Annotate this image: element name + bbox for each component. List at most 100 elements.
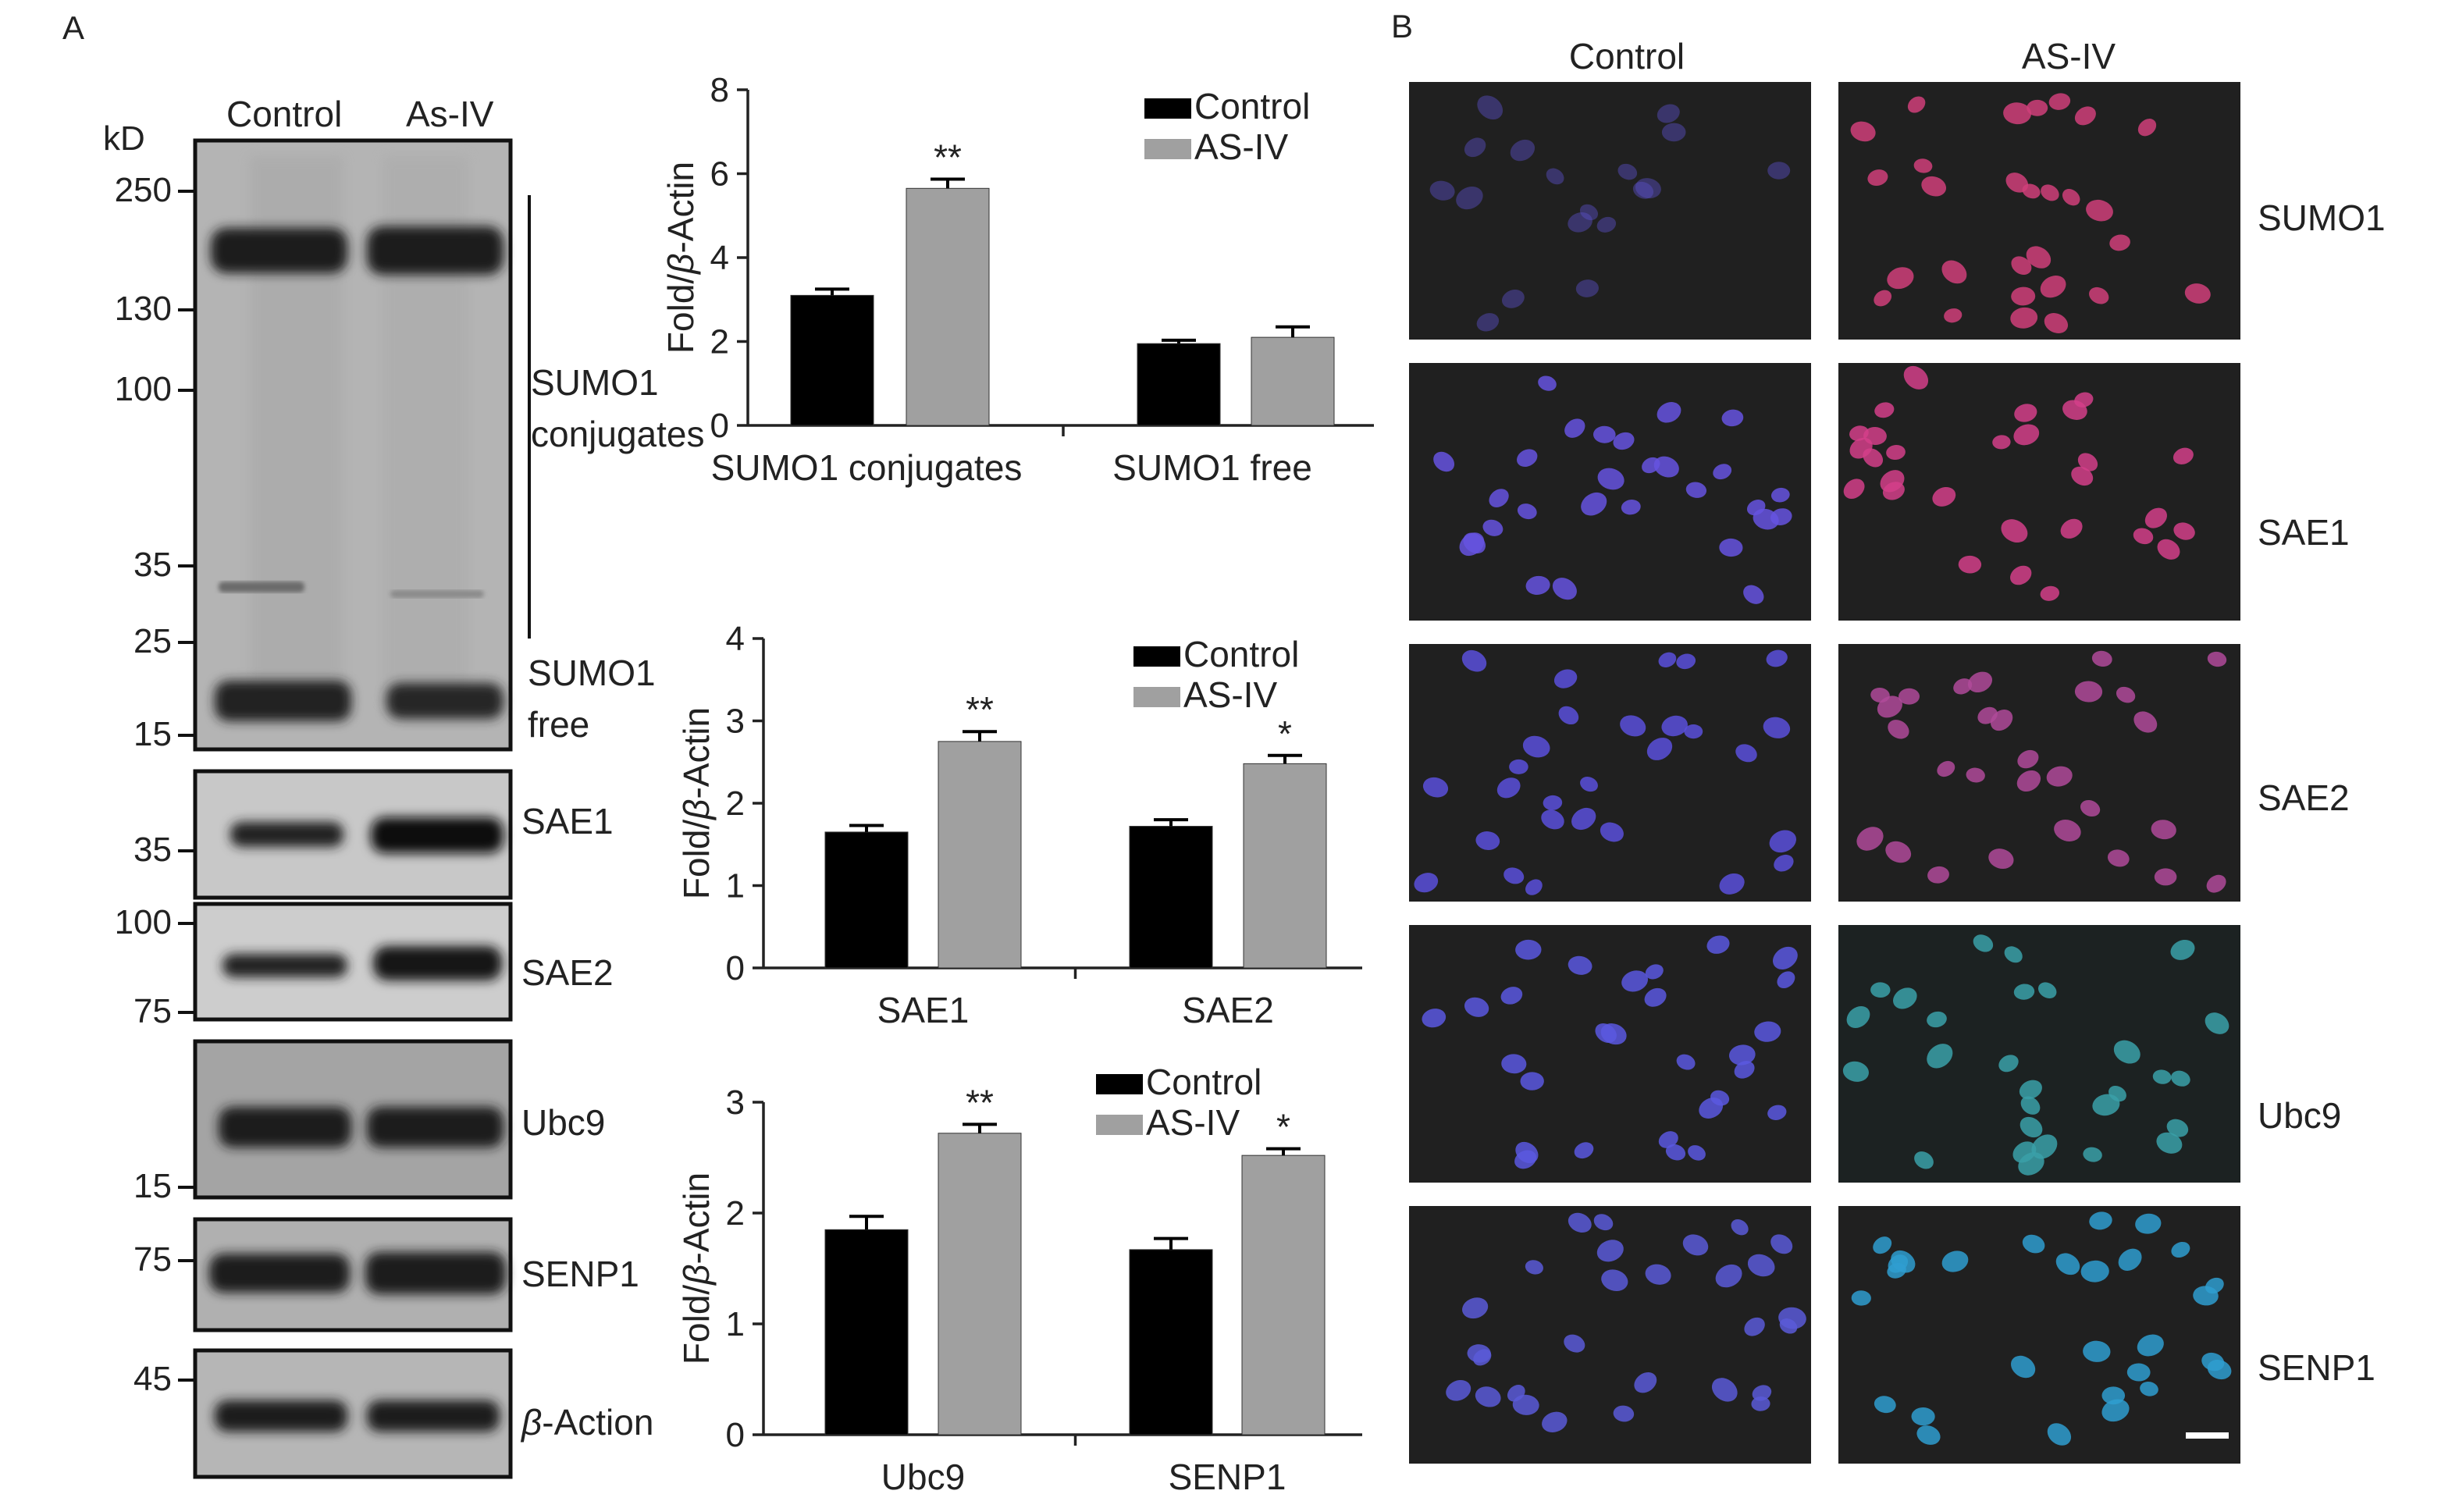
cell-nucleus bbox=[2011, 286, 2036, 306]
legend-label: AS-IV bbox=[1183, 674, 1277, 715]
cell-nucleus bbox=[1433, 451, 1455, 472]
cell-nucleus bbox=[1510, 139, 1536, 162]
bar bbox=[906, 187, 990, 426]
cell-nucleus bbox=[1658, 1131, 1678, 1148]
cell-nucleus bbox=[1932, 486, 1956, 507]
legend-swatch bbox=[1096, 1115, 1143, 1135]
cell-nucleus bbox=[1863, 426, 1887, 446]
cell-nucleus bbox=[1699, 1098, 1724, 1119]
cell-nucleus bbox=[1568, 1212, 1592, 1233]
cell-nucleus bbox=[1921, 176, 1947, 197]
cell-nucleus bbox=[1870, 982, 1891, 998]
cell-nucleus bbox=[1850, 121, 1876, 142]
significance-mark: * bbox=[1276, 1107, 1290, 1147]
legend-swatch bbox=[1144, 98, 1191, 119]
cell-nucleus bbox=[1517, 503, 1537, 520]
cell-nucleus bbox=[1601, 1269, 1628, 1291]
cell-nucleus bbox=[1515, 939, 1542, 960]
cell-nucleus bbox=[2016, 770, 2041, 792]
cell-nucleus bbox=[1525, 879, 1543, 895]
cell-nucleus bbox=[1966, 767, 1985, 783]
micrograph-grid bbox=[1409, 82, 2240, 1464]
cell-nucleus bbox=[1422, 1009, 1447, 1028]
micrograph-background bbox=[1409, 82, 1811, 340]
cell-nucleus bbox=[2135, 1213, 2162, 1234]
cell-nucleus bbox=[1973, 934, 1994, 952]
x-category-label: SENP1 bbox=[1169, 1457, 1286, 1497]
cell-nucleus bbox=[1600, 822, 1624, 842]
cell-nucleus bbox=[2170, 939, 2195, 960]
x-category-label: SAE1 bbox=[877, 990, 970, 1030]
cell-nucleus bbox=[2010, 307, 2038, 329]
cell-nucleus bbox=[1500, 987, 1523, 1005]
cell-nucleus bbox=[2101, 1386, 2126, 1405]
cell-nucleus bbox=[2080, 799, 2101, 817]
y-tick-label: 2 bbox=[710, 323, 729, 361]
cell-nucleus bbox=[1446, 1379, 1471, 1401]
y-tick-label: 3 bbox=[726, 1083, 745, 1122]
cell-nucleus bbox=[1462, 1297, 1489, 1319]
significance-mark: ** bbox=[966, 689, 994, 730]
cell-nucleus bbox=[1685, 482, 1707, 498]
bar bbox=[824, 831, 909, 969]
cell-nucleus bbox=[2011, 256, 2032, 275]
cell-nucleus bbox=[1568, 955, 1592, 975]
cell-nucleus bbox=[1579, 204, 1599, 221]
cell-nucleus bbox=[1542, 1411, 1568, 1432]
cell-nucleus bbox=[2193, 1286, 2219, 1306]
cell-nucleus bbox=[1525, 1260, 1543, 1275]
micrograph-background bbox=[1838, 363, 2240, 621]
cell-nucleus bbox=[2037, 982, 2057, 999]
y-axis-label: Fold/β-Actin bbox=[676, 707, 717, 899]
cell-nucleus bbox=[1475, 1386, 1501, 1407]
cell-nucleus bbox=[2010, 565, 2032, 585]
cell-nucleus bbox=[1553, 669, 1578, 688]
mw-ticks bbox=[178, 190, 195, 1382]
cell-nucleus bbox=[2083, 1340, 2111, 1362]
micrograph-panel bbox=[1838, 925, 2240, 1183]
cell-nucleus bbox=[1501, 290, 1525, 308]
micrograph-background bbox=[1838, 82, 2240, 340]
y-tick-label: 0 bbox=[710, 407, 729, 445]
cell-nucleus bbox=[1477, 95, 1504, 120]
cell-nucleus bbox=[1657, 402, 1681, 423]
cell-nucleus bbox=[2046, 766, 2073, 787]
cell-nucleus bbox=[1504, 867, 1525, 884]
kd-label: kD bbox=[103, 119, 145, 158]
mw-marker: 35 bbox=[133, 546, 172, 584]
cell-nucleus bbox=[1574, 1142, 1594, 1159]
cell-nucleus bbox=[1877, 696, 1902, 718]
cell-nucleus bbox=[1731, 1219, 1749, 1236]
lane-label-asiv: As-IV bbox=[406, 94, 494, 134]
cell-nucleus bbox=[1849, 437, 1873, 459]
cell-nucleus bbox=[1911, 1407, 1935, 1426]
mw-marker: 100 bbox=[115, 903, 172, 941]
cell-nucleus bbox=[1842, 1061, 1869, 1082]
cell-nucleus bbox=[2173, 447, 2194, 464]
cell-nucleus bbox=[1422, 777, 1449, 798]
cell-nucleus bbox=[1541, 809, 1564, 830]
cell-nucleus bbox=[1564, 1334, 1585, 1353]
legend-swatch bbox=[1144, 139, 1191, 159]
cell-nucleus bbox=[2062, 189, 2080, 206]
cell-nucleus bbox=[2031, 1134, 2058, 1159]
cell-nucleus bbox=[1688, 1145, 1706, 1161]
mw-marker: 25 bbox=[133, 622, 172, 660]
cell-nucleus bbox=[1665, 1144, 1686, 1161]
cell-nucleus bbox=[1927, 1011, 1947, 1028]
y-axis-label-prefix: Fold/ bbox=[660, 274, 701, 354]
cell-nucleus bbox=[2116, 686, 2136, 703]
cell-nucleus bbox=[1770, 1234, 1793, 1254]
cell-nucleus bbox=[2086, 199, 2113, 222]
cell-nucleus bbox=[2062, 400, 2087, 420]
y-tick-label: 8 bbox=[710, 71, 729, 109]
cell-nucleus bbox=[2020, 1096, 2041, 1115]
bar-chart-sumo1: 0 2 4 6 8 SUMO1 conjugates SUMO1 free ** Control… bbox=[660, 71, 1374, 488]
cell-nucleus bbox=[1461, 649, 1487, 672]
micrograph-background bbox=[1838, 644, 2240, 902]
cell-nucleus bbox=[1886, 444, 1906, 461]
legend-swatch bbox=[1133, 687, 1180, 707]
cell-nucleus bbox=[1944, 308, 1963, 323]
cell-nucleus bbox=[1617, 163, 1638, 180]
